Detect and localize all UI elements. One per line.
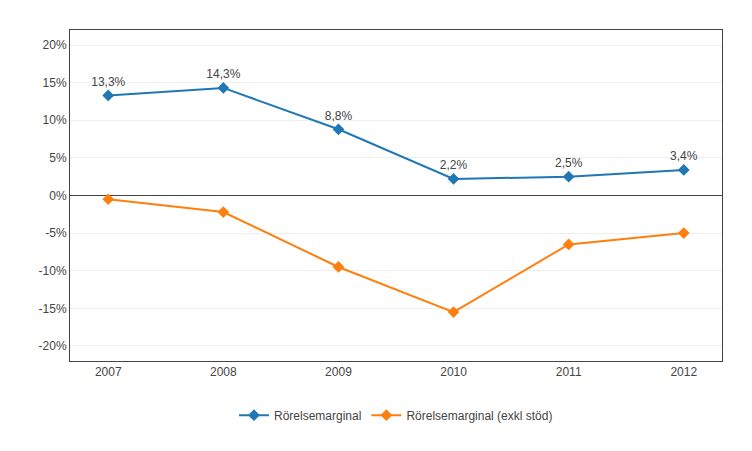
svg-text:2,2%: 2,2%	[440, 158, 468, 172]
svg-text:-10%: -10%	[39, 264, 67, 278]
svg-text:Rörelsemarginal: Rörelsemarginal	[274, 409, 361, 423]
svg-text:Rörelsemarginal (exkl stöd): Rörelsemarginal (exkl stöd)	[406, 409, 552, 423]
svg-text:20%: 20%	[43, 38, 67, 52]
svg-text:5%: 5%	[49, 151, 67, 165]
svg-text:14,3%: 14,3%	[206, 67, 240, 81]
svg-text:15%: 15%	[43, 76, 67, 90]
svg-text:0%: 0%	[49, 189, 67, 203]
svg-text:-15%: -15%	[39, 302, 67, 316]
svg-text:13,3%: 13,3%	[91, 75, 125, 89]
svg-text:2007: 2007	[95, 365, 122, 379]
svg-text:2008: 2008	[210, 365, 237, 379]
svg-text:-20%: -20%	[39, 339, 67, 353]
svg-text:2,5%: 2,5%	[555, 156, 583, 170]
svg-text:2010: 2010	[440, 365, 467, 379]
svg-text:10%: 10%	[43, 113, 67, 127]
svg-text:2009: 2009	[325, 365, 352, 379]
svg-text:3,4%: 3,4%	[670, 149, 698, 163]
svg-text:2011: 2011	[556, 365, 582, 379]
svg-text:-5%: -5%	[45, 226, 67, 240]
svg-text:8,8%: 8,8%	[325, 109, 353, 123]
svg-text:2012: 2012	[670, 365, 697, 379]
